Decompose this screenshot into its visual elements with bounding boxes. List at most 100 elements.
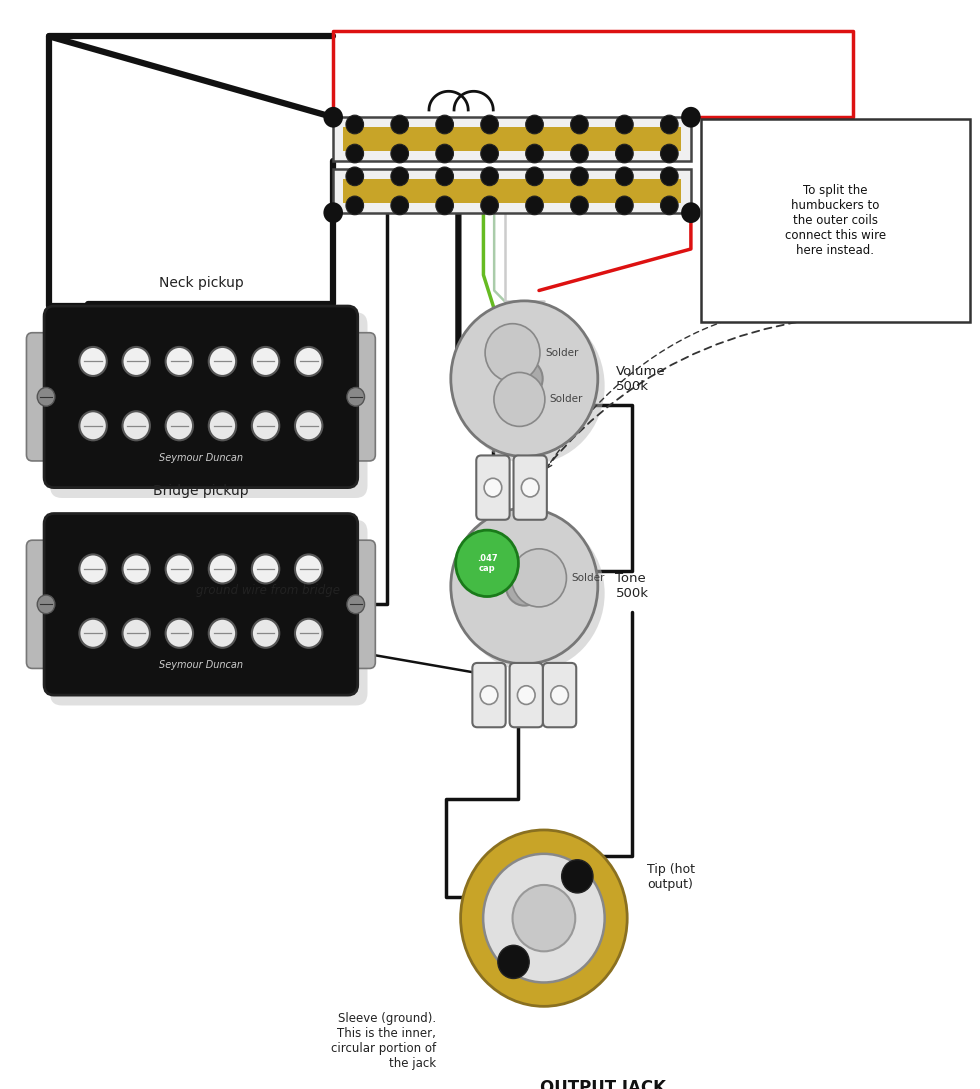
Circle shape (615, 144, 633, 163)
Circle shape (570, 144, 588, 163)
Text: Seymour Duncan: Seymour Duncan (159, 660, 243, 671)
Circle shape (484, 478, 502, 497)
Circle shape (323, 107, 343, 127)
Circle shape (481, 167, 499, 186)
Circle shape (506, 566, 543, 605)
Circle shape (615, 115, 633, 134)
FancyBboxPatch shape (476, 455, 510, 519)
Text: Solder: Solder (545, 347, 578, 357)
Text: Bridge pickup: Bridge pickup (153, 484, 249, 498)
Circle shape (209, 412, 236, 440)
Circle shape (551, 686, 568, 705)
Circle shape (295, 619, 322, 648)
Circle shape (346, 115, 364, 134)
Circle shape (252, 619, 279, 648)
Circle shape (209, 554, 236, 584)
Circle shape (122, 412, 150, 440)
Circle shape (521, 478, 539, 497)
Circle shape (346, 144, 364, 163)
Circle shape (79, 412, 107, 440)
FancyBboxPatch shape (26, 540, 66, 669)
FancyBboxPatch shape (336, 540, 375, 669)
Circle shape (570, 167, 588, 186)
Circle shape (570, 115, 588, 134)
Circle shape (391, 115, 409, 134)
Circle shape (615, 167, 633, 186)
Circle shape (166, 347, 193, 376)
Circle shape (481, 196, 499, 215)
Circle shape (122, 619, 150, 648)
Text: Neck pickup: Neck pickup (159, 277, 243, 291)
Circle shape (681, 203, 701, 223)
FancyBboxPatch shape (510, 663, 543, 727)
Circle shape (512, 549, 566, 607)
Circle shape (79, 554, 107, 584)
Circle shape (436, 115, 454, 134)
Text: Solder: Solder (550, 394, 583, 404)
Circle shape (122, 347, 150, 376)
Circle shape (436, 167, 454, 186)
Circle shape (480, 686, 498, 705)
Circle shape (525, 167, 543, 186)
FancyBboxPatch shape (543, 663, 576, 727)
Circle shape (37, 595, 55, 614)
Circle shape (391, 167, 409, 186)
Circle shape (681, 107, 701, 127)
Circle shape (166, 619, 193, 648)
Circle shape (494, 372, 545, 427)
Text: .047
cap: .047 cap (476, 553, 498, 573)
FancyBboxPatch shape (472, 663, 506, 727)
Circle shape (458, 515, 605, 671)
FancyBboxPatch shape (44, 514, 358, 695)
Circle shape (517, 686, 535, 705)
Circle shape (252, 554, 279, 584)
Circle shape (346, 167, 364, 186)
Circle shape (295, 412, 322, 440)
Circle shape (391, 196, 409, 215)
Circle shape (323, 203, 343, 223)
Circle shape (485, 323, 540, 382)
FancyBboxPatch shape (26, 333, 66, 461)
Circle shape (391, 144, 409, 163)
Circle shape (661, 115, 678, 134)
FancyBboxPatch shape (514, 455, 547, 519)
Circle shape (481, 115, 499, 134)
Circle shape (166, 412, 193, 440)
Bar (343, 126, 681, 151)
Circle shape (661, 167, 678, 186)
Circle shape (456, 530, 518, 597)
Circle shape (79, 619, 107, 648)
Circle shape (436, 196, 454, 215)
Circle shape (436, 144, 454, 163)
Text: Volume
500k: Volume 500k (615, 365, 665, 393)
Text: Tip (hot
output): Tip (hot output) (647, 862, 695, 891)
Circle shape (209, 619, 236, 648)
Bar (333, 169, 691, 212)
Text: Tone
500k: Tone 500k (615, 572, 649, 600)
Circle shape (498, 945, 529, 979)
Bar (343, 179, 681, 203)
FancyBboxPatch shape (701, 120, 970, 321)
Circle shape (525, 144, 543, 163)
Text: OUTPUT JACK: OUTPUT JACK (540, 1079, 665, 1089)
Circle shape (209, 347, 236, 376)
Circle shape (122, 554, 150, 584)
Text: Sleeve (ground).
This is the inner,
circular portion of
the jack: Sleeve (ground). This is the inner, circ… (331, 1012, 436, 1069)
Text: To split the
humbuckers to
the outer coils
connect this wire
here instead.: To split the humbuckers to the outer coi… (785, 184, 886, 257)
Circle shape (481, 144, 499, 163)
Circle shape (451, 509, 598, 664)
Circle shape (295, 554, 322, 584)
Text: Seymour Duncan: Seymour Duncan (159, 453, 243, 463)
FancyBboxPatch shape (44, 306, 358, 488)
FancyBboxPatch shape (50, 313, 368, 498)
Circle shape (661, 144, 678, 163)
Circle shape (661, 196, 678, 215)
Circle shape (525, 115, 543, 134)
Circle shape (483, 854, 605, 982)
Circle shape (525, 196, 543, 215)
Circle shape (570, 196, 588, 215)
Text: ground wire from bridge: ground wire from bridge (196, 584, 340, 597)
Text: Solder: Solder (571, 573, 605, 583)
Circle shape (346, 196, 364, 215)
FancyBboxPatch shape (336, 333, 375, 461)
